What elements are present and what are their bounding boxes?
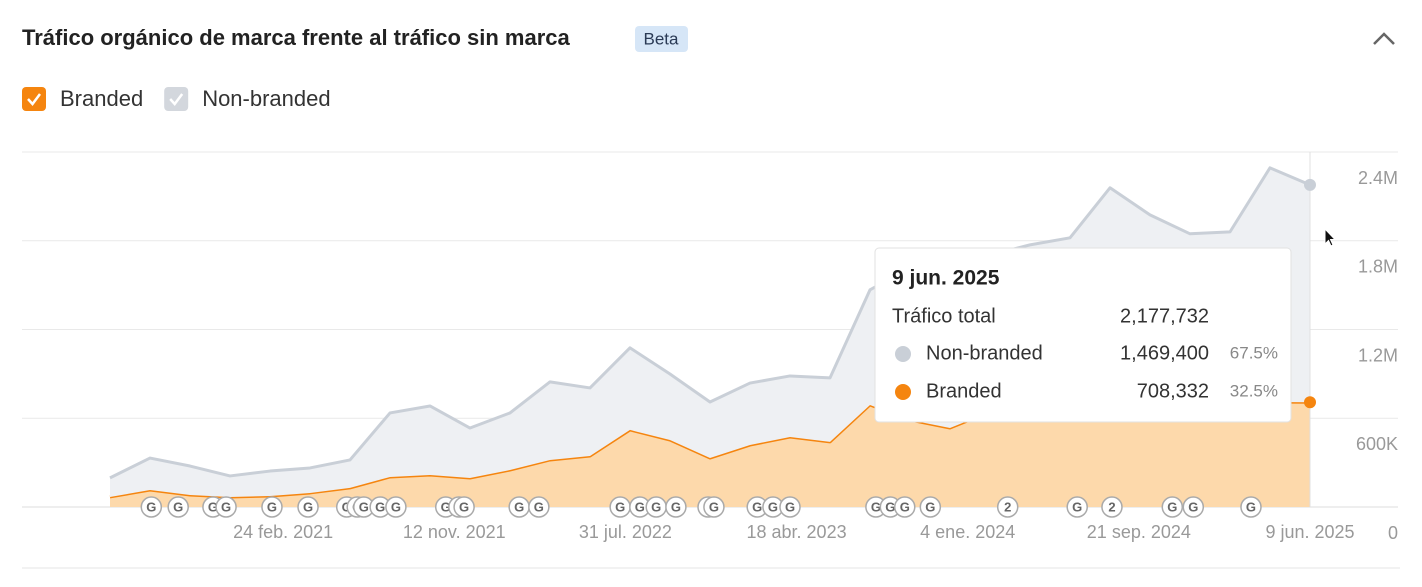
tooltip-share: 32.5%: [1230, 381, 1278, 400]
cursor: [1324, 227, 1337, 247]
event-marker[interactable]: [215, 496, 237, 518]
x-tick-label: 4 ene. 2024: [920, 522, 1015, 542]
event-marker[interactable]: [261, 496, 283, 518]
event-label: G: [208, 499, 218, 514]
tooltip: 9 jun. 2025 Tráfico total 2,177,732 Non-bra…: [874, 247, 1292, 423]
event-label: G: [441, 499, 451, 514]
event-label: G: [785, 499, 795, 514]
legend-label[interactable]: Non-branded: [202, 86, 330, 111]
end-dot: [1304, 178, 1316, 191]
event-label: G: [173, 499, 183, 514]
event-label: G: [221, 499, 231, 514]
badge-bg: [635, 26, 688, 52]
x-tick-label: 24 feb. 2021: [233, 522, 333, 542]
event-label: G: [534, 499, 544, 514]
legend-check: [27, 93, 41, 106]
event-marker[interactable]: [1240, 496, 1262, 518]
event-label: G: [709, 499, 719, 514]
title: Tráfico orgánico de marca frente al tráf…: [22, 25, 571, 50]
y-tick-label: 600K: [1356, 434, 1398, 454]
tooltip-swatch: [895, 346, 911, 362]
event-label: G: [514, 499, 524, 514]
event-marker[interactable]: [167, 496, 189, 518]
event-marker[interactable]: [453, 496, 475, 518]
legend-check: [169, 93, 184, 106]
badge: Beta: [644, 29, 680, 48]
event-marker[interactable]: [528, 496, 550, 518]
x-tick-label: 31 jul. 2022: [579, 522, 672, 542]
tooltip-total-label: Tráfico total: [892, 305, 996, 327]
x-tick-label: 12 nov. 2021: [403, 522, 506, 542]
event-label: G: [671, 499, 681, 514]
event-label: G: [768, 499, 778, 514]
legend-checkbox[interactable]: [164, 87, 189, 111]
event-marker[interactable]: [140, 496, 163, 518]
y-tick-label: 2.4M: [1358, 168, 1398, 188]
tooltip-value: 708,332: [1137, 380, 1209, 402]
event-marker[interactable]: [996, 496, 1019, 518]
event-marker[interactable]: [1066, 496, 1088, 518]
event-label: G: [459, 499, 469, 514]
event-marker[interactable]: [1182, 496, 1205, 518]
y-tick-label: 0: [1388, 523, 1398, 543]
event-label: G: [303, 499, 313, 514]
event-label: G: [635, 499, 645, 514]
event-label: G: [359, 499, 369, 514]
event-label: G: [885, 499, 895, 514]
x-tick-label: 18 abr. 2023: [747, 522, 847, 542]
tooltip-value: 1,469,400: [1120, 342, 1209, 364]
y-tick-label: 1.8M: [1358, 257, 1398, 277]
area: [110, 401, 1310, 507]
event-label: 2: [1108, 499, 1115, 514]
tooltip-series: Branded: [926, 380, 1002, 402]
event-marker[interactable]: [894, 496, 916, 518]
tooltip-series: Non-branded: [926, 342, 1043, 364]
tooltip-date: 9 jun. 2025: [892, 267, 1000, 290]
event-marker[interactable]: [1101, 496, 1123, 518]
event-marker[interactable]: [919, 496, 942, 518]
event-label: G: [1188, 499, 1198, 514]
x-tick-label: 21 sep. 2024: [1087, 522, 1191, 542]
end-dot: [1304, 396, 1316, 409]
event-marker[interactable]: [779, 496, 801, 518]
event-label: G: [871, 499, 881, 514]
event-label: G: [1167, 499, 1177, 514]
event-label: G: [1246, 499, 1256, 514]
tooltip-share: 67.5%: [1230, 343, 1278, 362]
legend: Branded Non-branded: [22, 86, 331, 111]
tooltip-box: [874, 247, 1292, 423]
event-label: G: [752, 499, 762, 514]
event-marker[interactable]: [665, 496, 687, 518]
line: [109, 166, 1311, 480]
collapse-toggle[interactable]: [1373, 32, 1395, 45]
event-label: G: [615, 499, 625, 514]
event-label: G: [900, 499, 910, 514]
event-label: G: [925, 499, 935, 514]
event-label: G: [375, 499, 385, 514]
event-label: G: [1072, 499, 1082, 514]
event-marker[interactable]: [703, 496, 725, 518]
tooltip-swatch: [895, 384, 911, 400]
legend-checkbox[interactable]: [22, 87, 46, 111]
event-marker[interactable]: [1161, 496, 1184, 518]
event-marker[interactable]: [297, 496, 319, 518]
legend-label[interactable]: Branded: [60, 86, 143, 111]
event-label: 2: [1004, 499, 1011, 514]
event-label: G: [651, 499, 661, 514]
tooltip-total: 2,177,732: [1120, 305, 1209, 327]
event-marker[interactable]: [385, 496, 407, 518]
event-label: G: [267, 499, 277, 514]
event-label: G: [391, 499, 401, 514]
x-tick-label: 9 jun. 2025: [1265, 522, 1354, 542]
event-label: G: [146, 499, 156, 514]
y-tick-label: 1.2M: [1358, 345, 1398, 365]
